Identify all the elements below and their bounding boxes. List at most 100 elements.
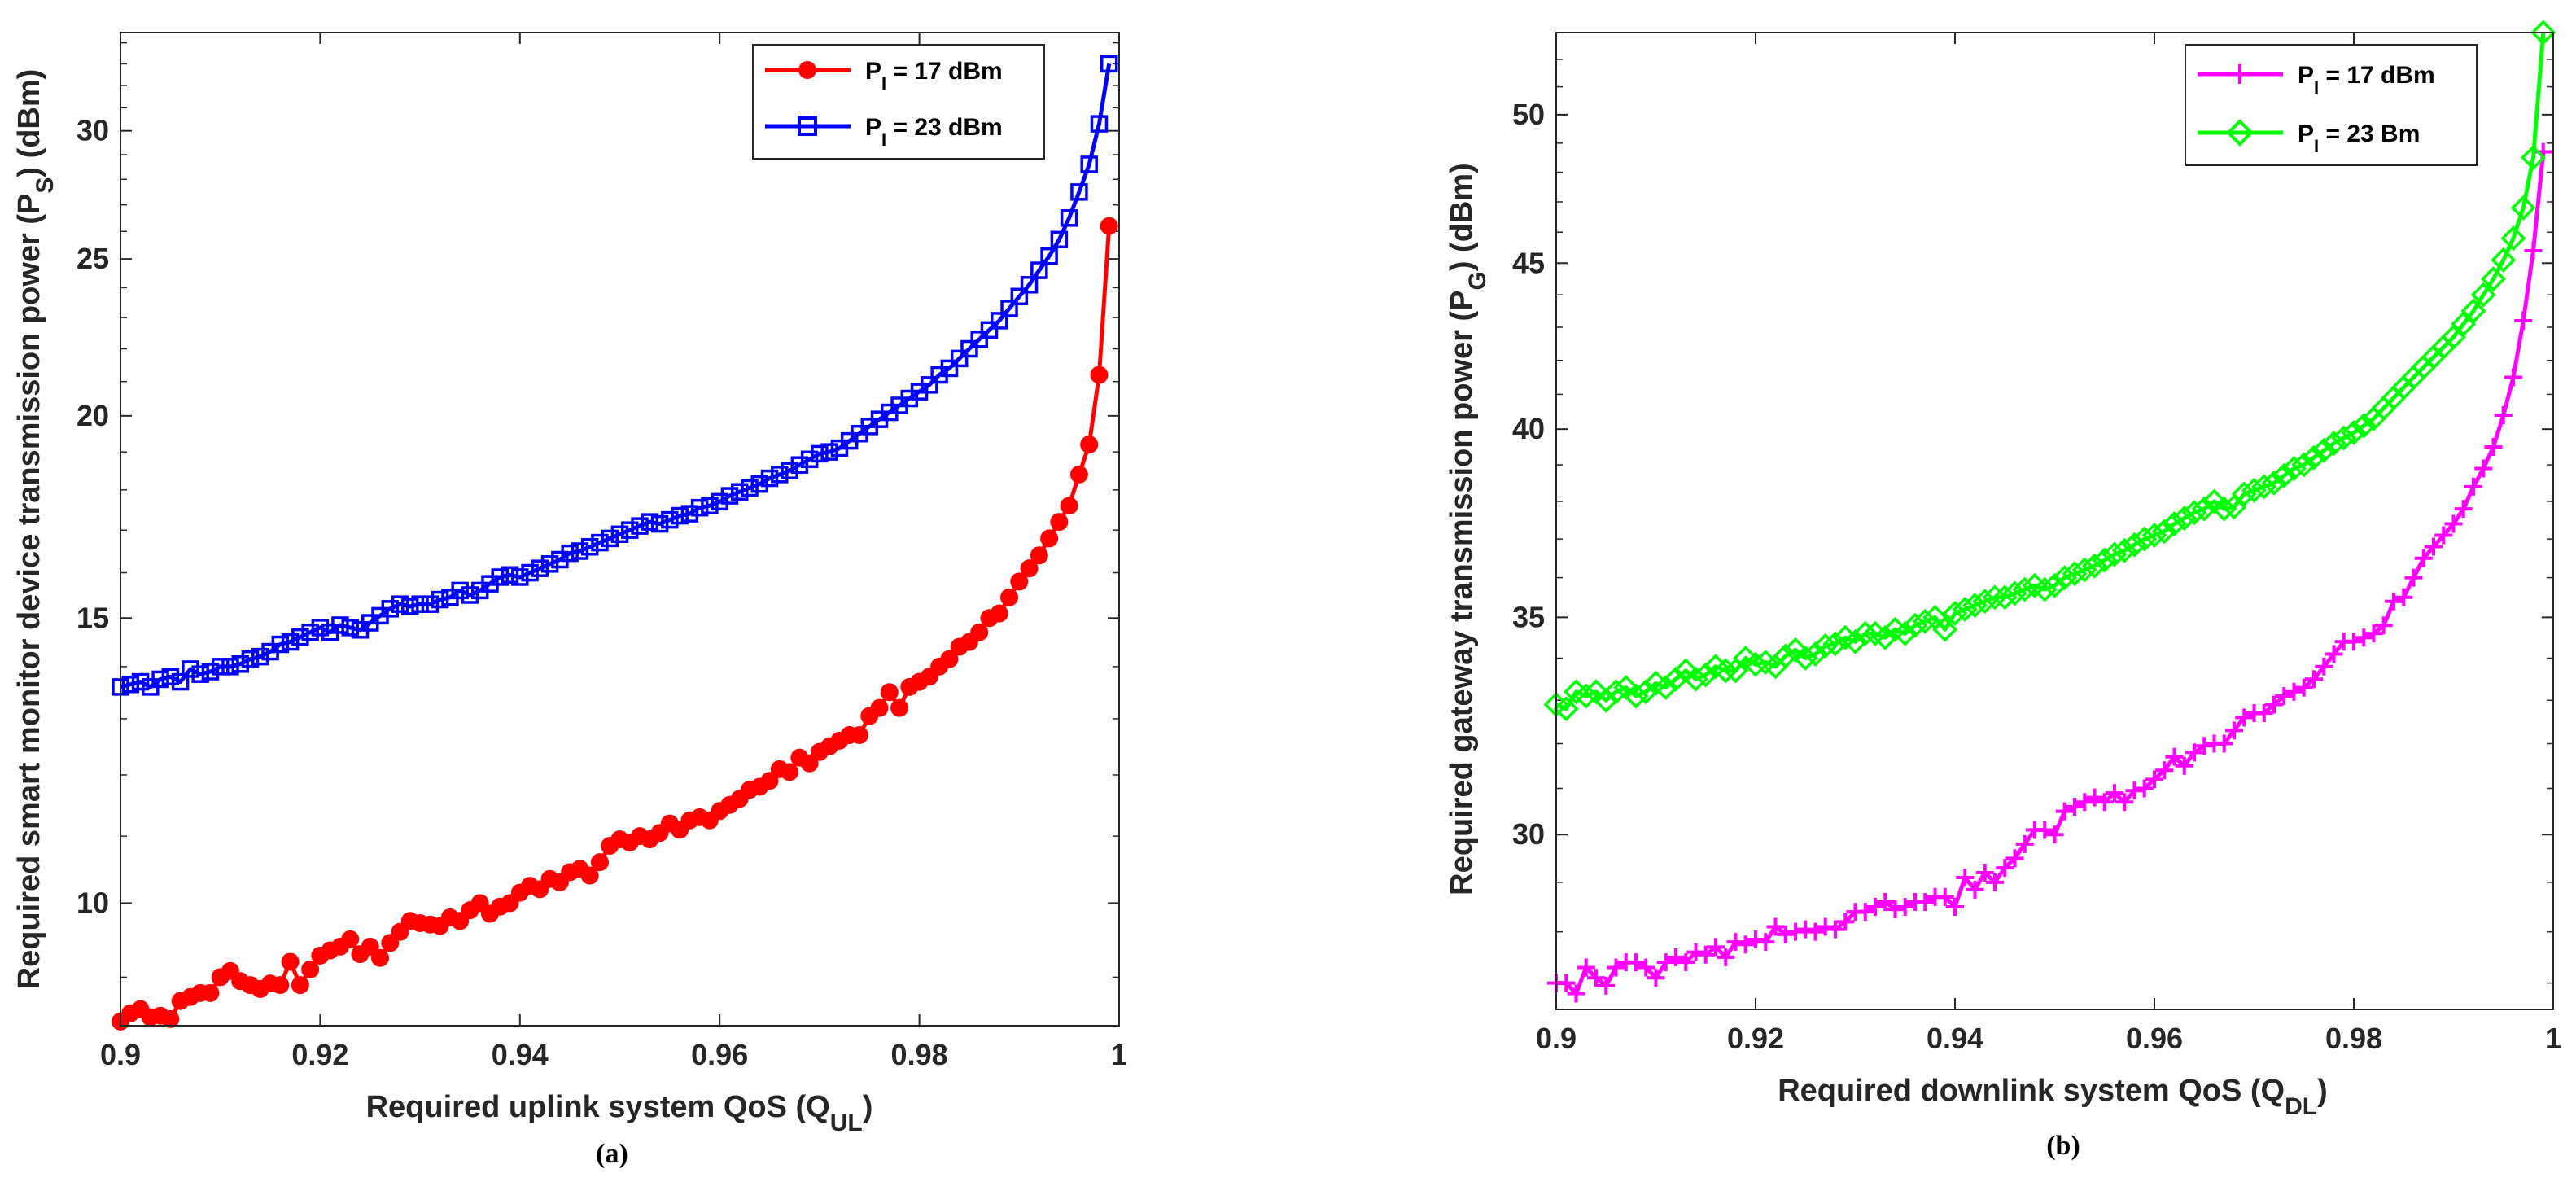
chart-b-point-17dbm <box>1866 898 1884 917</box>
chart-b-point-23bm <box>1972 589 1998 615</box>
chart-a-point-23dbm <box>1080 155 1098 173</box>
chart-b-point-17dbm <box>2005 849 2024 868</box>
chart-b-point-17dbm <box>2175 756 2193 775</box>
chart-a-series-line-23dbm <box>120 63 1112 690</box>
chart-b-xtick-label: 0.98 <box>2325 1022 2382 1055</box>
chart-b-point-17dbm <box>2075 793 2094 812</box>
chart-a-point-17dbm <box>760 772 779 790</box>
chart-b-point-23bm <box>1603 679 1629 705</box>
chart-a-legend-label-17dbm: PI = 17 dBm <box>865 58 1003 94</box>
chart-b-point-17dbm <box>2066 797 2084 816</box>
chart-b-point-23bm <box>1773 643 1799 669</box>
chart-b-xtick-label: 0.9 <box>1536 1022 1577 1055</box>
chart-b-point-23bm <box>2500 225 2526 252</box>
chart-b-point-23bm <box>2101 541 2128 567</box>
chart-a-point-17dbm <box>271 976 290 995</box>
chart-a-xtick-label: 0.9 <box>100 1038 141 1071</box>
chart-a-point-23dbm <box>1090 115 1109 133</box>
chart-b-point-17dbm <box>2345 633 2363 651</box>
chart-b-point-17dbm <box>2404 568 2423 587</box>
chart-b-point-17dbm <box>1856 903 1874 922</box>
chart-a-point-23dbm <box>750 475 769 493</box>
chart-a-point-23dbm <box>311 619 330 637</box>
chart-b-point-17dbm <box>1747 930 1765 948</box>
chart-b-point-23bm <box>1593 687 1619 713</box>
chart-b-point-17dbm <box>2494 405 2513 424</box>
chart-b-point-23bm <box>2132 526 2158 552</box>
chart-b-point-23bm <box>2241 477 2267 503</box>
chart-b-point-23bm <box>1712 658 1738 684</box>
chart-b-point-17dbm <box>1996 859 2014 878</box>
chart-a-point-23dbm <box>521 563 539 582</box>
chart-b-point-23bm <box>2002 580 2027 606</box>
chart-b-point-23bm <box>1962 593 1988 619</box>
chart-b-point-23bm <box>1792 646 1818 672</box>
chart-a-point-23dbm <box>811 444 829 463</box>
chart-b-point-17dbm <box>2055 802 2074 821</box>
chart-b-point-17dbm <box>2305 670 2323 689</box>
chart-b-point-23bm <box>1803 641 1828 667</box>
chart-b-point-23bm <box>2012 576 2038 602</box>
chart-b-point-17dbm <box>1667 948 1685 966</box>
chart-b-point-17dbm <box>2315 657 2333 676</box>
chart-b-point-17dbm <box>2325 645 2343 663</box>
chart-a-ylabel: Required smart monitor device transmissi… <box>12 69 59 990</box>
chart-b-point-17dbm <box>2394 588 2413 606</box>
chart-a-point-23dbm <box>1100 55 1118 73</box>
chart-b-point-23bm <box>2351 413 2377 439</box>
chart-a-point-23dbm <box>540 555 559 573</box>
chart-b-point-23bm <box>2481 266 2506 292</box>
chart-b-point-17dbm <box>2155 761 2174 780</box>
chart-a-point-23dbm <box>201 663 220 681</box>
chart-b-point-23bm <box>1633 679 1659 705</box>
chart-b-legend: PI = 17 dBm PI = 23 Bm <box>2185 44 2478 166</box>
chart-a-point-23dbm <box>291 628 309 646</box>
chart-b-point-23bm <box>2510 195 2536 221</box>
chart-b-point-23bm <box>1683 666 1708 692</box>
chart-b-point-17dbm <box>2425 537 2443 556</box>
chart-b-point-17dbm <box>1975 864 1994 882</box>
chart-a-point-17dbm <box>161 1009 180 1028</box>
chart-b-point-17dbm <box>1836 913 1855 931</box>
chart-a-ticks: 0.9 0.92 0.94 0.96 0.98 1 10 15 20 25 30 <box>77 33 1127 1071</box>
chart-a-ytick-label: 25 <box>77 242 109 275</box>
chart-b-point-17dbm <box>2255 704 2273 723</box>
chart-b-point-17dbm <box>2015 834 2034 853</box>
chart-b-point-23bm <box>2301 444 2327 471</box>
chart-a-point-23dbm <box>411 595 429 613</box>
chart-b-ytick-label: 50 <box>1512 98 1545 131</box>
chart-b-ytick-label: 40 <box>1512 412 1545 445</box>
chart-b-point-17dbm <box>1577 958 1595 977</box>
chart-a-legend-label-23dbm: PI = 23 dBm <box>865 114 1003 150</box>
chart-a-point-17dbm <box>1060 497 1078 515</box>
chart-b-point-23bm <box>1743 651 1769 677</box>
chart-b-point-23bm <box>1813 633 1839 659</box>
chart-b-point-23bm <box>2291 452 2317 478</box>
chart-a-point-23dbm <box>231 655 249 673</box>
chart-a-point-23dbm <box>720 487 739 505</box>
chart-b-point-17dbm <box>1956 868 1975 886</box>
chart-a-point-17dbm <box>970 623 989 641</box>
chart-b-point-17dbm <box>1726 933 1745 952</box>
chart-b-point-17dbm <box>2504 368 2522 387</box>
chart-b-point-17dbm <box>2115 793 2134 812</box>
chart-b-point-17dbm <box>2355 628 2373 647</box>
chart-b-ytick-label: 45 <box>1512 246 1545 279</box>
chart-b-point-17dbm <box>2195 737 2214 755</box>
chart-b-series <box>1543 20 2556 1003</box>
chart-a-point-17dbm <box>880 683 899 702</box>
chart-b-point-23bm <box>1992 584 2018 611</box>
chart-a-point-23dbm <box>511 568 529 586</box>
chart-a-xtick-label: 0.92 <box>291 1038 348 1071</box>
chart-b-point-23bm <box>1733 646 1759 672</box>
chart-b-point-23bm <box>1912 608 1938 634</box>
chart-b-point-17dbm <box>1886 900 1905 919</box>
chart-b-point-17dbm <box>1677 953 1695 972</box>
chart-b-ytick-label: 35 <box>1512 600 1545 633</box>
chart-b-point-23bm <box>1653 675 1679 701</box>
chart-b-point-17dbm <box>2484 437 2503 456</box>
chart-a-plot-area <box>120 33 1119 1026</box>
chart-b-point-23bm <box>1663 666 1689 692</box>
chart-b-point-23bm <box>2151 519 2177 545</box>
chart-b-point-17dbm <box>1756 933 1775 952</box>
